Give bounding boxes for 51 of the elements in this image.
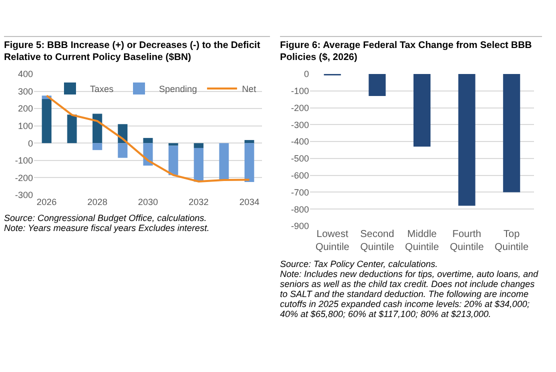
x-tick-label: Second Quintile bbox=[360, 229, 395, 253]
y-tick-label: -200 bbox=[290, 102, 309, 113]
bar bbox=[168, 143, 178, 146]
y-tick-label: 0 bbox=[28, 138, 33, 148]
y-tick-label: -600 bbox=[290, 170, 309, 180]
y-tick-label: -800 bbox=[290, 204, 309, 214]
y-tick-label: 0 bbox=[304, 69, 309, 80]
bar bbox=[194, 143, 204, 148]
bar bbox=[118, 143, 128, 158]
x-tick-label: 2028 bbox=[87, 197, 108, 207]
y-tick-label: 200 bbox=[18, 104, 33, 114]
y-tick-label: -300 bbox=[14, 190, 33, 200]
x-tick-label: Lowest Quintile bbox=[315, 229, 350, 253]
legend-label: Net bbox=[242, 84, 257, 94]
bar bbox=[143, 138, 153, 144]
bar bbox=[168, 146, 178, 176]
y-tick-label: -300 bbox=[290, 120, 309, 130]
bar bbox=[244, 143, 254, 182]
legend-label: Taxes bbox=[90, 84, 114, 94]
text: Note: Years measure fiscal years Excludes interest. bbox=[4, 223, 210, 234]
x-tick-label: 2034 bbox=[239, 197, 260, 207]
x-tick-label: Top Quintile bbox=[494, 229, 529, 253]
y-tick-label: -500 bbox=[290, 154, 309, 164]
x-tick-label: 2032 bbox=[188, 197, 209, 207]
chart-title: Figure 6: Average Federal Tax Change from Select BBB Policies ($, 2026) bbox=[280, 36, 542, 63]
y-tick-label: -100 bbox=[290, 86, 309, 96]
source-note: Source: Tax Policy Center, calculations. bbox=[280, 259, 439, 270]
text: Note: Includes new deductions for tips, overtime, auto loans, and seniors as well as the child tax credit. Does not include changes to SALT and the standard deduction. The following are income cutoffs in 2025 expanded cash income levels: 20% at $34,000; 40% at $65,800; 60% at $117,100; 80% at $213,000. bbox=[280, 269, 540, 320]
bar bbox=[92, 114, 102, 144]
line-series bbox=[46, 94, 250, 183]
y-tick-label: -900 bbox=[290, 221, 309, 232]
x-tick-label: 2030 bbox=[138, 197, 158, 207]
bar bbox=[219, 143, 229, 180]
y-tick-label: 100 bbox=[18, 121, 33, 132]
bar bbox=[92, 143, 102, 150]
bar bbox=[67, 114, 77, 144]
y-tick-label: -200 bbox=[14, 172, 33, 183]
bar bbox=[42, 99, 52, 144]
x-tick-label: Fourth Quintile bbox=[450, 229, 484, 253]
x-tick-label: 2026 bbox=[36, 197, 57, 207]
x-tick-label: Middle Quintile bbox=[405, 229, 440, 253]
y-tick-label: -100 bbox=[14, 156, 33, 166]
source-note: Source: Congressional Budget Office, calculations. bbox=[4, 213, 208, 224]
chart-title: Figure 5: BBB Increase (+) or Decreases (-) to the Deficit Relative to Current Policy Baseline ($BN) bbox=[4, 36, 270, 63]
bar bbox=[244, 140, 254, 144]
y-tick-label: 400 bbox=[18, 69, 33, 80]
legend-label: Spending bbox=[159, 84, 198, 94]
y-tick-label: -400 bbox=[290, 136, 309, 147]
y-tick-label: -700 bbox=[290, 187, 309, 198]
y-tick-label: 300 bbox=[18, 86, 33, 96]
bar bbox=[194, 148, 204, 182]
